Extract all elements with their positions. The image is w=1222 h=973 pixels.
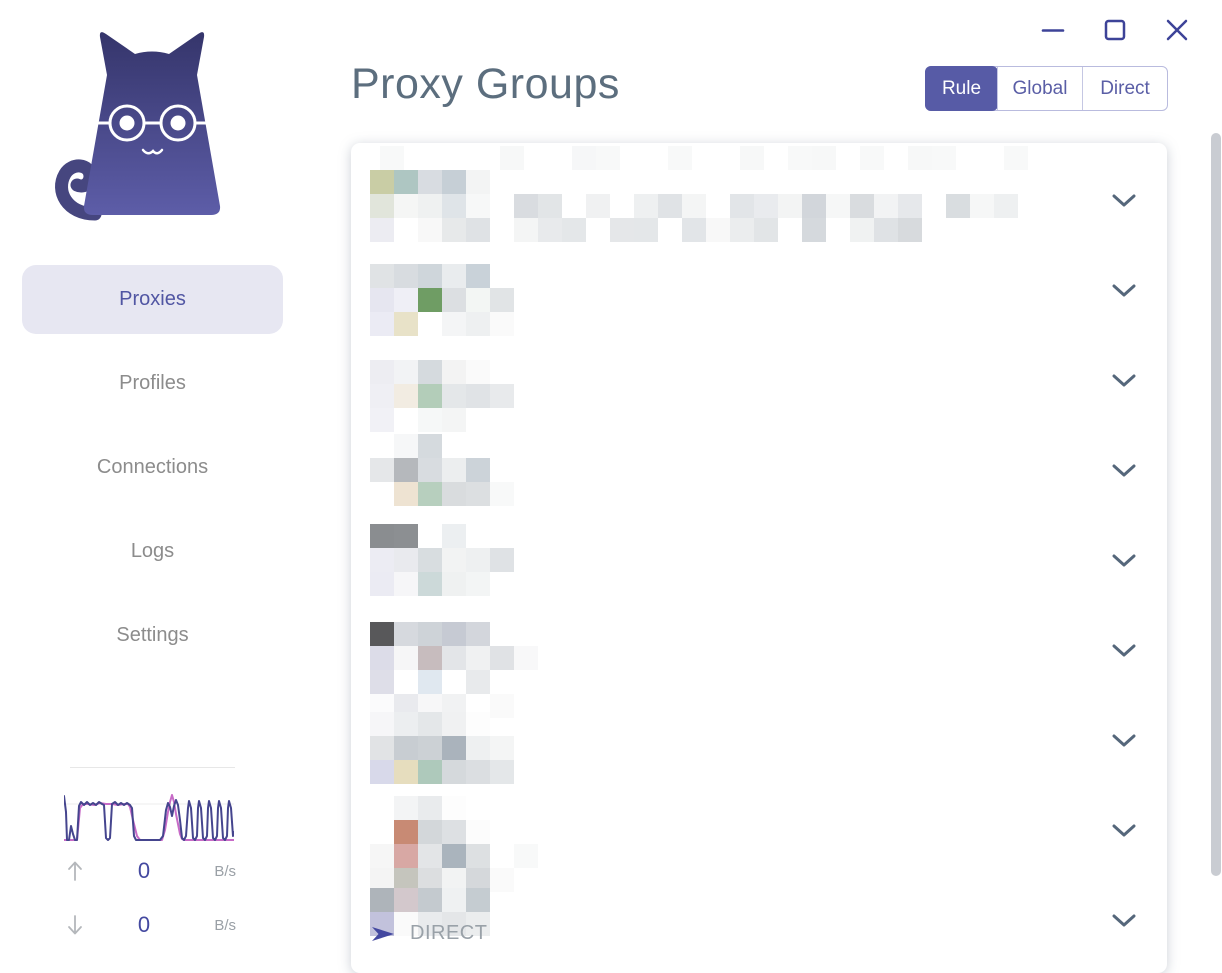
sidebar-item-profiles[interactable]: Profiles bbox=[22, 349, 283, 418]
sidebar-item-settings[interactable]: Settings bbox=[22, 601, 283, 670]
sidebar-item-label: Settings bbox=[116, 624, 189, 646]
mode-button-direct[interactable]: Direct bbox=[1082, 67, 1167, 110]
chevron-down-icon[interactable] bbox=[1112, 914, 1136, 928]
minimize-icon bbox=[1041, 29, 1065, 32]
scrollbar-thumb[interactable] bbox=[1211, 133, 1221, 876]
upload-speed-unit: B/s bbox=[214, 862, 236, 880]
minimize-button[interactable] bbox=[1035, 12, 1071, 48]
chevron-down-icon[interactable] bbox=[1112, 284, 1136, 298]
clash-cat-logo bbox=[55, 32, 221, 221]
mode-button-global[interactable]: Global bbox=[997, 67, 1082, 110]
cat-glasses bbox=[97, 104, 211, 142]
sidebar-item-connections[interactable]: Connections bbox=[22, 433, 283, 502]
chevron-down-icon[interactable] bbox=[1112, 464, 1136, 478]
traffic-graph bbox=[64, 794, 234, 841]
mode-switch-group: Rule Global Direct bbox=[925, 66, 1168, 111]
sidebar-item-label: Proxies bbox=[119, 288, 186, 310]
chevron-down-icon[interactable] bbox=[1112, 644, 1136, 658]
chevron-down-icon[interactable] bbox=[1112, 194, 1136, 208]
proxy-item-direct[interactable]: DIRECT bbox=[371, 922, 487, 945]
window-controls bbox=[1035, 12, 1195, 48]
sidebar-divider bbox=[70, 767, 235, 768]
upload-speed-value: 0 bbox=[137, 858, 151, 883]
download-speed-value: 0 bbox=[137, 912, 151, 937]
close-icon bbox=[1166, 19, 1188, 41]
mode-button-rule[interactable]: Rule bbox=[925, 66, 998, 111]
chevron-down-icon[interactable] bbox=[1112, 554, 1136, 568]
cat-left-eye bbox=[119, 115, 135, 131]
chevron-down-icon[interactable] bbox=[1112, 824, 1136, 838]
download-line bbox=[64, 795, 234, 841]
chevron-down-icon[interactable] bbox=[1112, 734, 1136, 748]
proxy-item-label: DIRECT bbox=[410, 922, 488, 944]
upload-arrow-icon bbox=[58, 859, 92, 883]
maximize-icon bbox=[1104, 19, 1126, 41]
sidebar-item-label: Connections bbox=[96, 456, 209, 478]
cat-mouth bbox=[141, 148, 164, 155]
sidebar-item-label: Profiles bbox=[119, 372, 186, 394]
traffic-upload-row: 0 B/s bbox=[58, 858, 236, 884]
close-button[interactable] bbox=[1159, 12, 1195, 48]
traffic-download-row: 0 B/s bbox=[58, 912, 236, 938]
sidebar-item-logs[interactable]: Logs bbox=[22, 517, 283, 586]
sidebar-item-proxies[interactable]: Proxies bbox=[22, 265, 283, 334]
sidebar-item-label: Logs bbox=[130, 540, 175, 562]
page-title: Proxy Groups bbox=[351, 60, 620, 108]
download-arrow-icon bbox=[58, 913, 92, 937]
proxy-groups-card bbox=[351, 143, 1167, 973]
cat-right-eye bbox=[170, 115, 186, 131]
maximize-button[interactable] bbox=[1097, 12, 1133, 48]
chevron-down-icon[interactable] bbox=[1112, 374, 1136, 388]
download-speed-unit: B/s bbox=[214, 916, 236, 934]
direct-arrow-icon bbox=[372, 926, 394, 941]
cat-tail bbox=[55, 159, 102, 221]
